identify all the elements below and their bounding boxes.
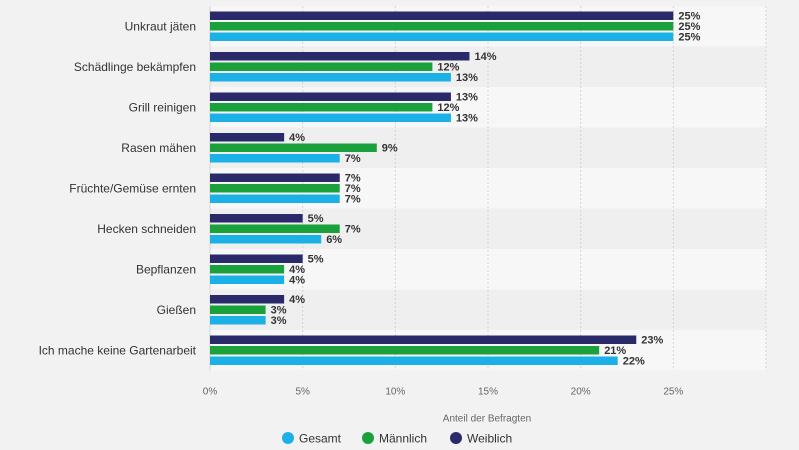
legend-marker-weiblich (450, 432, 462, 444)
value-label-mannlich-ich-mache-keine-gartenarbeit: 21% (604, 345, 626, 357)
value-label-mannlich-unkraut-jaten: 25% (678, 21, 700, 33)
value-label-mannlich-fruchte-gemuse-ernten: 7% (345, 183, 361, 195)
bar-weiblich-bepflanzen (210, 254, 303, 263)
x-tick-label: 5% (295, 387, 310, 398)
value-label-mannlich-giessen: 3% (271, 305, 287, 317)
category-label-fruchte-gemuse-ernten: Früchte/Gemüse ernten (69, 181, 196, 195)
bar-mannlich-schadlinge-bekampfen (210, 62, 433, 71)
x-axis-ticks: 0% 5% 10% 15% 20% 25% (203, 387, 684, 398)
value-label-weiblich-fruchte-gemuse-ernten: 7% (345, 173, 361, 185)
bar-gesamt-hecken-schneiden (210, 235, 322, 244)
bar-weiblich-giessen (210, 295, 285, 304)
category-label-hecken-schneiden: Hecken schneiden (97, 222, 196, 236)
value-label-gesamt-rasen-mahen: 7% (345, 153, 361, 165)
value-label-gesamt-ich-mache-keine-gartenarbeit: 22% (623, 356, 645, 368)
legend-item-gesamt[interactable]: Gesamt (282, 432, 342, 446)
legend-label-gesamt: Gesamt (299, 432, 342, 446)
bar-gesamt-ich-mache-keine-gartenarbeit (210, 356, 618, 365)
value-label-mannlich-bepflanzen: 4% (289, 264, 305, 276)
category-label-schadlinge-bekampfen: Schädlinge bekämpfen (74, 60, 196, 74)
legend-marker-mannlich (362, 432, 374, 444)
legend-item-mannlich[interactable]: Männlich (362, 432, 427, 446)
bar-weiblich-fruchte-gemuse-ernten (210, 173, 340, 182)
bar-gesamt-grill-reinigen (210, 113, 451, 122)
x-tick-label: 0% (203, 387, 218, 398)
bar-gesamt-rasen-mahen (210, 154, 340, 163)
value-label-gesamt-unkraut-jaten: 25% (678, 32, 700, 44)
value-label-mannlich-hecken-schneiden: 7% (345, 224, 361, 236)
category-label-rasen-mahen: Rasen mähen (121, 141, 196, 155)
bar-mannlich-rasen-mahen (210, 143, 377, 152)
value-label-weiblich-unkraut-jaten: 25% (678, 11, 700, 23)
bar-mannlich-giessen (210, 305, 266, 314)
x-tick-label: 10% (385, 387, 405, 398)
bars (210, 11, 674, 365)
bar-weiblich-schadlinge-bekampfen (210, 52, 470, 61)
value-label-mannlich-schadlinge-bekampfen: 12% (437, 62, 459, 74)
value-label-gesamt-schadlinge-bekampfen: 13% (456, 72, 478, 84)
legend-label-weiblich: Weiblich (467, 432, 512, 446)
category-labels: Unkraut jäten Schädlinge bekämpfen Grill r… (39, 19, 197, 357)
legend-marker-gesamt (282, 432, 294, 444)
value-label-weiblich-schadlinge-bekampfen: 14% (474, 51, 496, 63)
bar-gesamt-bepflanzen (210, 275, 285, 284)
value-label-weiblich-rasen-mahen: 4% (289, 132, 305, 144)
value-label-gesamt-hecken-schneiden: 6% (326, 234, 342, 246)
value-label-gesamt-grill-reinigen: 13% (456, 113, 478, 125)
bar-gesamt-unkraut-jaten (210, 32, 674, 41)
legend-label-mannlich: Männlich (379, 432, 427, 446)
bar-gesamt-schadlinge-bekampfen (210, 73, 451, 82)
legend-item-weiblich[interactable]: Weiblich (450, 432, 512, 446)
bar-weiblich-ich-mache-keine-gartenarbeit (210, 335, 637, 344)
bar-mannlich-unkraut-jaten (210, 22, 674, 31)
bar-mannlich-grill-reinigen (210, 103, 433, 112)
value-labels: 25%25%25%14%12%13%13%12%13%4%9%7%7%7%7%5… (271, 11, 701, 368)
category-label-giessen: Gießen (157, 303, 196, 317)
x-tick-label: 15% (478, 387, 498, 398)
value-label-weiblich-bepflanzen: 5% (308, 254, 324, 266)
x-axis-title: Anteil der Befragten (443, 414, 531, 425)
value-label-weiblich-ich-mache-keine-gartenarbeit: 23% (641, 335, 663, 347)
bar-weiblich-hecken-schneiden (210, 214, 303, 223)
x-tick-label: 20% (571, 387, 591, 398)
bar-weiblich-rasen-mahen (210, 133, 285, 142)
bar-mannlich-hecken-schneiden (210, 224, 340, 233)
x-tick-label: 25% (663, 387, 683, 398)
bar-mannlich-bepflanzen (210, 265, 285, 274)
value-label-mannlich-grill-reinigen: 12% (437, 102, 459, 114)
category-label-ich-mache-keine-gartenarbeit: Ich mache keine Gartenarbeit (39, 343, 197, 357)
value-label-gesamt-bepflanzen: 4% (289, 275, 305, 287)
value-label-weiblich-hecken-schneiden: 5% (308, 213, 324, 225)
value-label-gesamt-giessen: 3% (271, 315, 287, 327)
bar-gesamt-fruchte-gemuse-ernten (210, 194, 340, 203)
category-label-unkraut-jaten: Unkraut jäten (125, 19, 196, 33)
category-label-bepflanzen: Bepflanzen (136, 262, 196, 276)
value-label-weiblich-grill-reinigen: 13% (456, 92, 478, 104)
value-label-gesamt-fruchte-gemuse-ernten: 7% (345, 194, 361, 206)
bar-mannlich-fruchte-gemuse-ernten (210, 184, 340, 193)
bar-weiblich-unkraut-jaten (210, 11, 674, 20)
bar-gesamt-giessen (210, 316, 266, 325)
category-label-grill-reinigen: Grill reinigen (129, 100, 196, 114)
value-label-mannlich-rasen-mahen: 9% (382, 143, 398, 155)
bar-mannlich-ich-mache-keine-gartenarbeit (210, 346, 600, 355)
legend: Gesamt Männlich Weiblich (282, 432, 512, 446)
value-label-weiblich-giessen: 4% (289, 294, 305, 306)
bar-weiblich-grill-reinigen (210, 92, 451, 101)
